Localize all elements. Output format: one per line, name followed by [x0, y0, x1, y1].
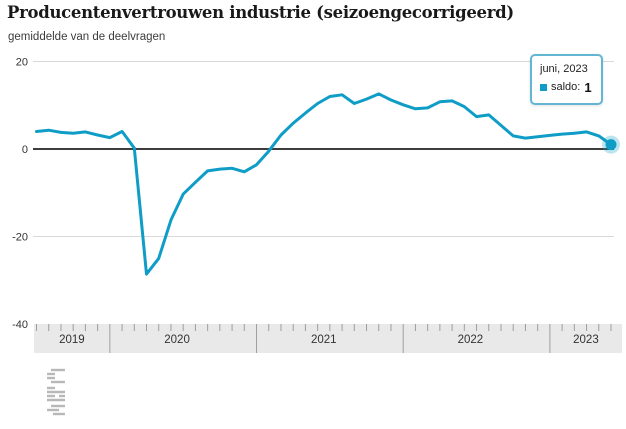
tooltip-series-label: saldo:: [551, 81, 581, 93]
page-title: Producentenvertrouwen industrie (seizoen…: [7, 3, 514, 22]
selected-point-dot[interactable]: [605, 139, 617, 151]
chart-subtitle: gemiddelde van de deelvragen: [8, 31, 166, 43]
x-axis-year-label: 2022: [458, 334, 484, 346]
y-axis-label: 20: [16, 57, 28, 69]
y-axis-label: -20: [12, 232, 28, 244]
tooltip: juni, 2023 saldo: 1: [530, 54, 603, 105]
y-axis-label: -40: [12, 319, 28, 331]
cbs-logo-icon: [47, 368, 65, 416]
x-axis-year-label: 2019: [59, 334, 85, 346]
series-line[interactable]: [35, 92, 613, 276]
tooltip-value: 1: [584, 79, 592, 95]
tooltip-date: juni, 2023: [540, 63, 588, 75]
y-axis-label: 0: [22, 144, 28, 156]
x-axis-year-label: 2023: [573, 334, 599, 346]
x-axis-band[interactable]: [34, 324, 622, 353]
x-axis-year-label: 2021: [311, 334, 337, 346]
x-axis-year-label: 2020: [164, 334, 190, 346]
series-swatch-icon: [540, 83, 547, 91]
